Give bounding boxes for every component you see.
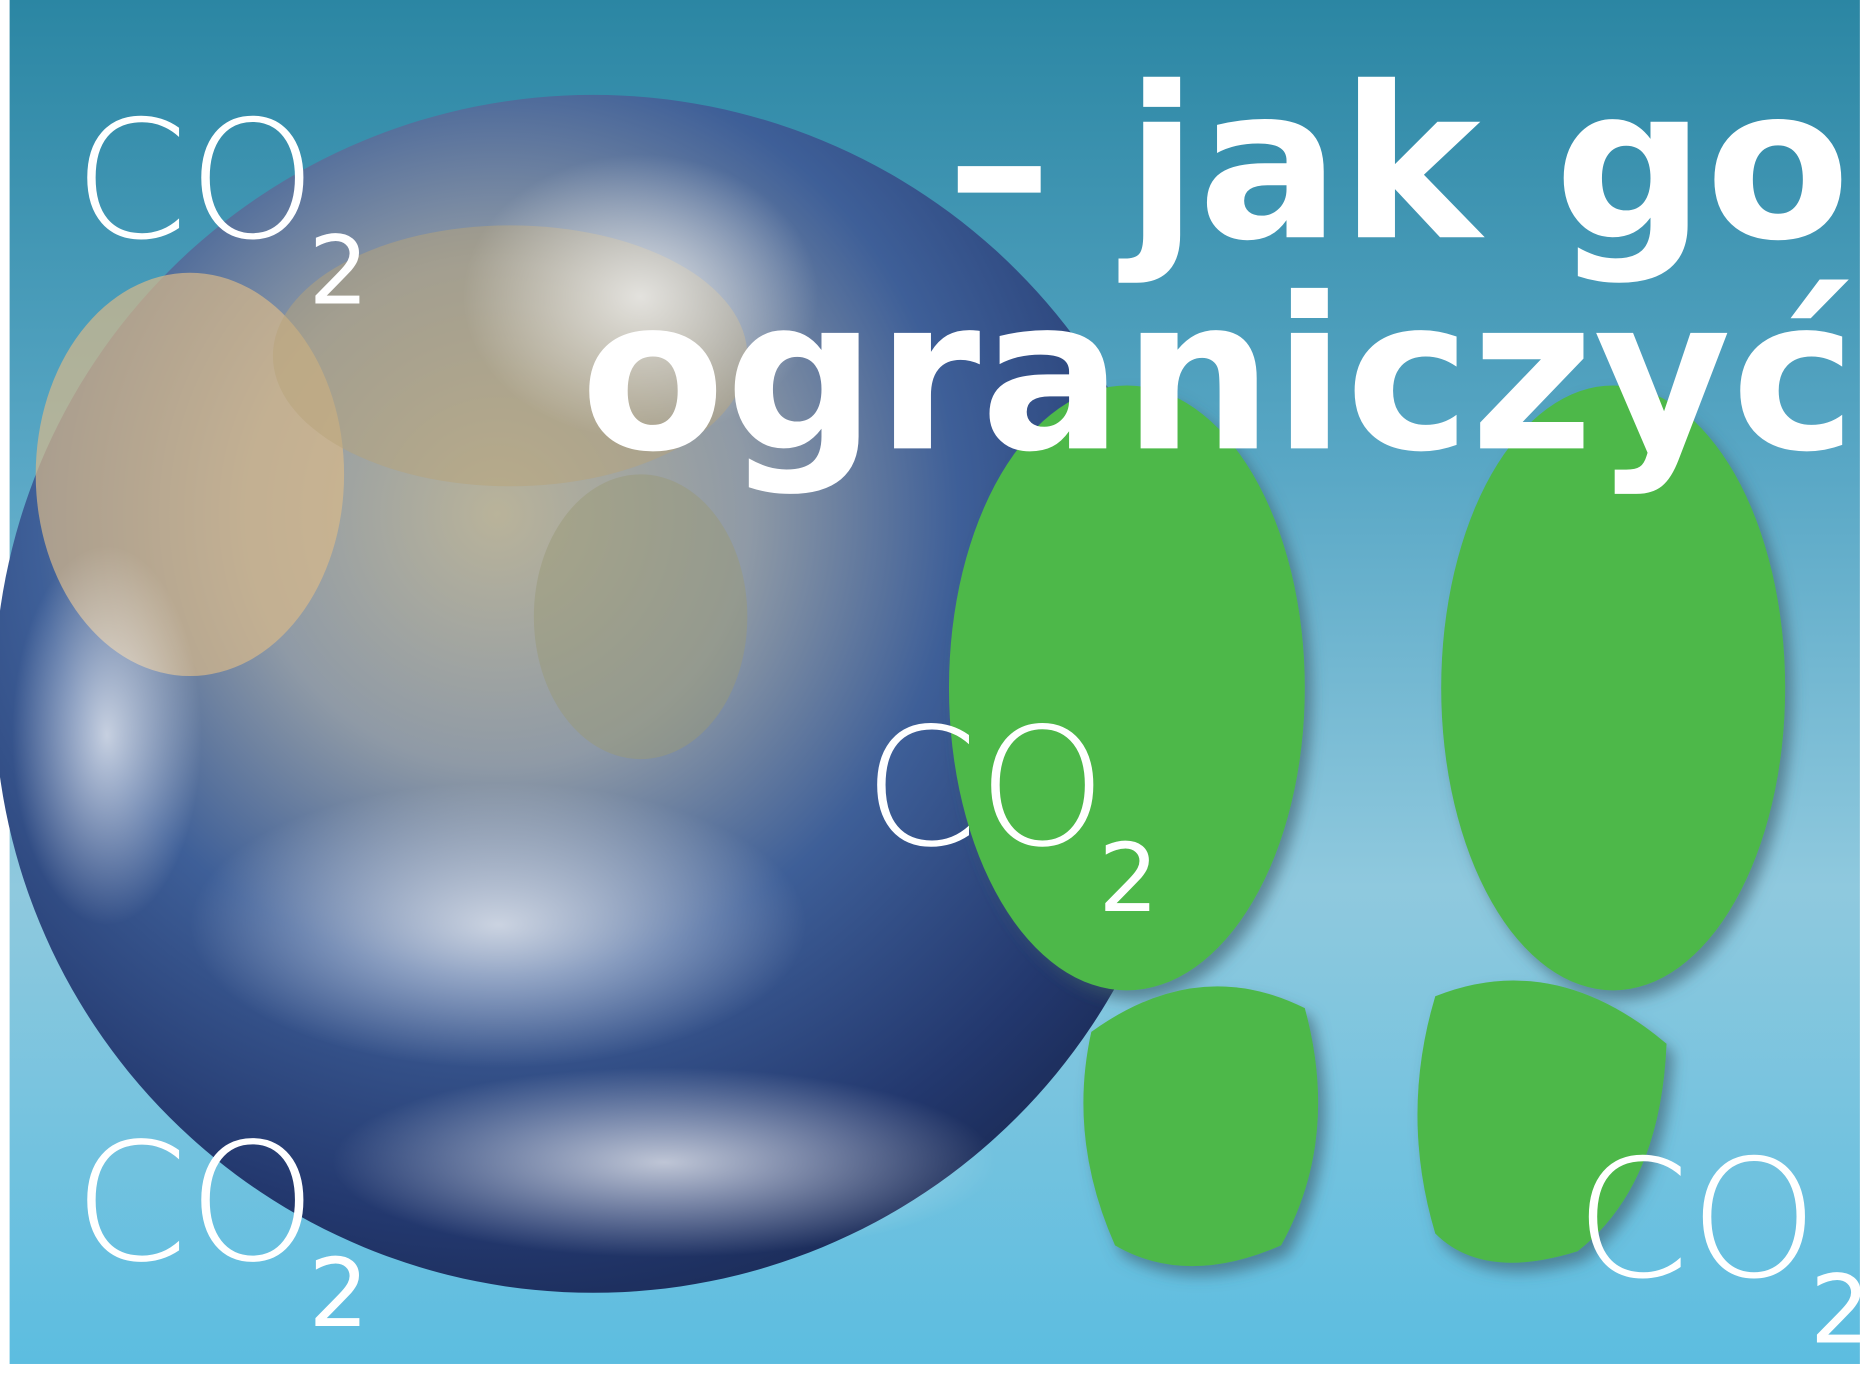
co2-subscript: 2: [309, 1239, 369, 1349]
co2-subscript: 2: [1810, 1256, 1860, 1366]
co2-base: CO: [864, 692, 1107, 883]
page: – jak go ograniczyć CO2CO2CO2CO2 (() => …: [0, 0, 1860, 1396]
co2-base: CO: [1575, 1124, 1818, 1315]
title-line: – jak go: [946, 41, 1850, 287]
poster: – jak go ograniczyć CO2CO2CO2CO2: [0, 0, 1860, 1396]
title-line: ograniczyć: [580, 252, 1856, 498]
co2-base: CO: [74, 1108, 317, 1299]
co2-subscript: 2: [309, 217, 369, 327]
co2-base: CO: [74, 85, 317, 276]
co2-subscript: 2: [1098, 824, 1158, 934]
